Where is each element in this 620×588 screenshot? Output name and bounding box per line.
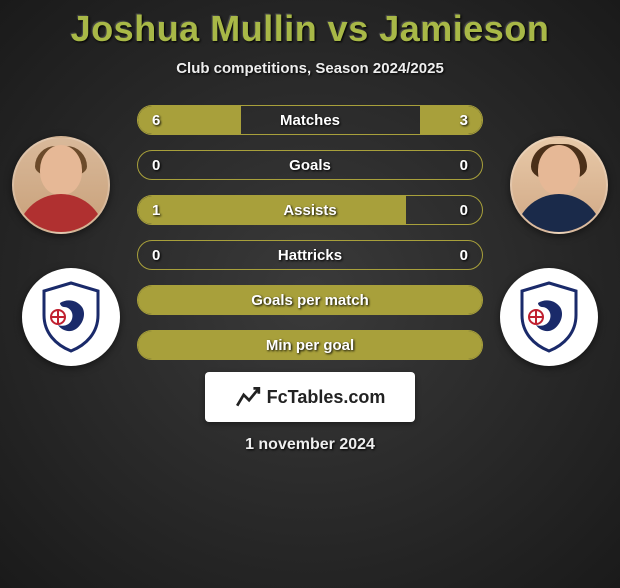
stat-row: Min per goal	[137, 330, 483, 360]
club-left-crest	[22, 268, 120, 366]
brand-icon	[235, 384, 261, 410]
stat-label: Matches	[138, 112, 482, 129]
stat-value-right: 0	[460, 247, 468, 264]
stat-row: 1Assists0	[137, 195, 483, 225]
stat-label: Min per goal	[138, 337, 482, 354]
stat-value-right: 3	[460, 112, 468, 129]
stat-label: Hattricks	[138, 247, 482, 264]
brand-label: FcTables.com	[267, 387, 386, 408]
footer-date: 1 november 2024	[0, 436, 620, 454]
stat-label: Goals	[138, 157, 482, 174]
player-right-avatar	[510, 136, 608, 234]
stat-label: Assists	[138, 202, 482, 219]
subtitle: Club competitions, Season 2024/2025	[0, 60, 620, 77]
stat-value-right: 0	[460, 157, 468, 174]
stat-row: 6Matches3	[137, 105, 483, 135]
stat-row: 0Goals0	[137, 150, 483, 180]
club-right-crest	[500, 268, 598, 366]
player-left-avatar	[12, 136, 110, 234]
stat-value-right: 0	[460, 202, 468, 219]
stat-label: Goals per match	[138, 292, 482, 309]
stat-row: 0Hattricks0	[137, 240, 483, 270]
page-title: Joshua Mullin vs Jamieson	[0, 8, 620, 50]
stat-row: Goals per match	[137, 285, 483, 315]
brand-badge: FcTables.com	[205, 372, 415, 422]
